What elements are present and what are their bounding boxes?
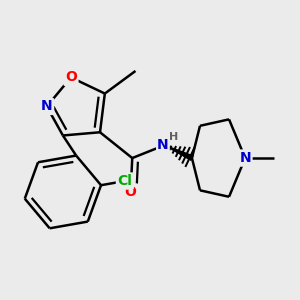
Text: N: N bbox=[239, 151, 251, 165]
Text: O: O bbox=[125, 185, 136, 199]
Polygon shape bbox=[164, 145, 193, 160]
Text: N: N bbox=[157, 138, 169, 152]
Text: H: H bbox=[169, 132, 178, 142]
Text: O: O bbox=[65, 70, 77, 84]
Text: Cl: Cl bbox=[117, 174, 132, 188]
Text: N: N bbox=[41, 100, 52, 113]
